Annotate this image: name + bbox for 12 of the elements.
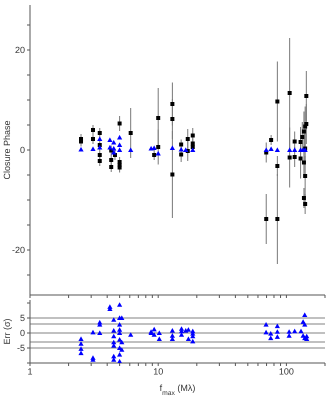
y-tick-label: -20 — [12, 245, 25, 256]
y-tick-label: 20 — [14, 45, 25, 56]
x-tick-label: 100 — [278, 366, 294, 376]
y-axis-title: Closure Phase — [2, 120, 12, 180]
y-tick-label: 5 — [20, 313, 25, 324]
y-tick-label: -5 — [16, 343, 25, 354]
x-axis-title: f$_{max}$ (Mλ) — [160, 383, 196, 396]
y-axis-title: Err (σ) — [2, 318, 12, 345]
y-tick-label: 0 — [20, 328, 25, 338]
x-tick-label: 10 — [153, 366, 164, 376]
y-tick-label: 0 — [20, 145, 25, 156]
x-tick-label: 1 — [27, 366, 33, 376]
